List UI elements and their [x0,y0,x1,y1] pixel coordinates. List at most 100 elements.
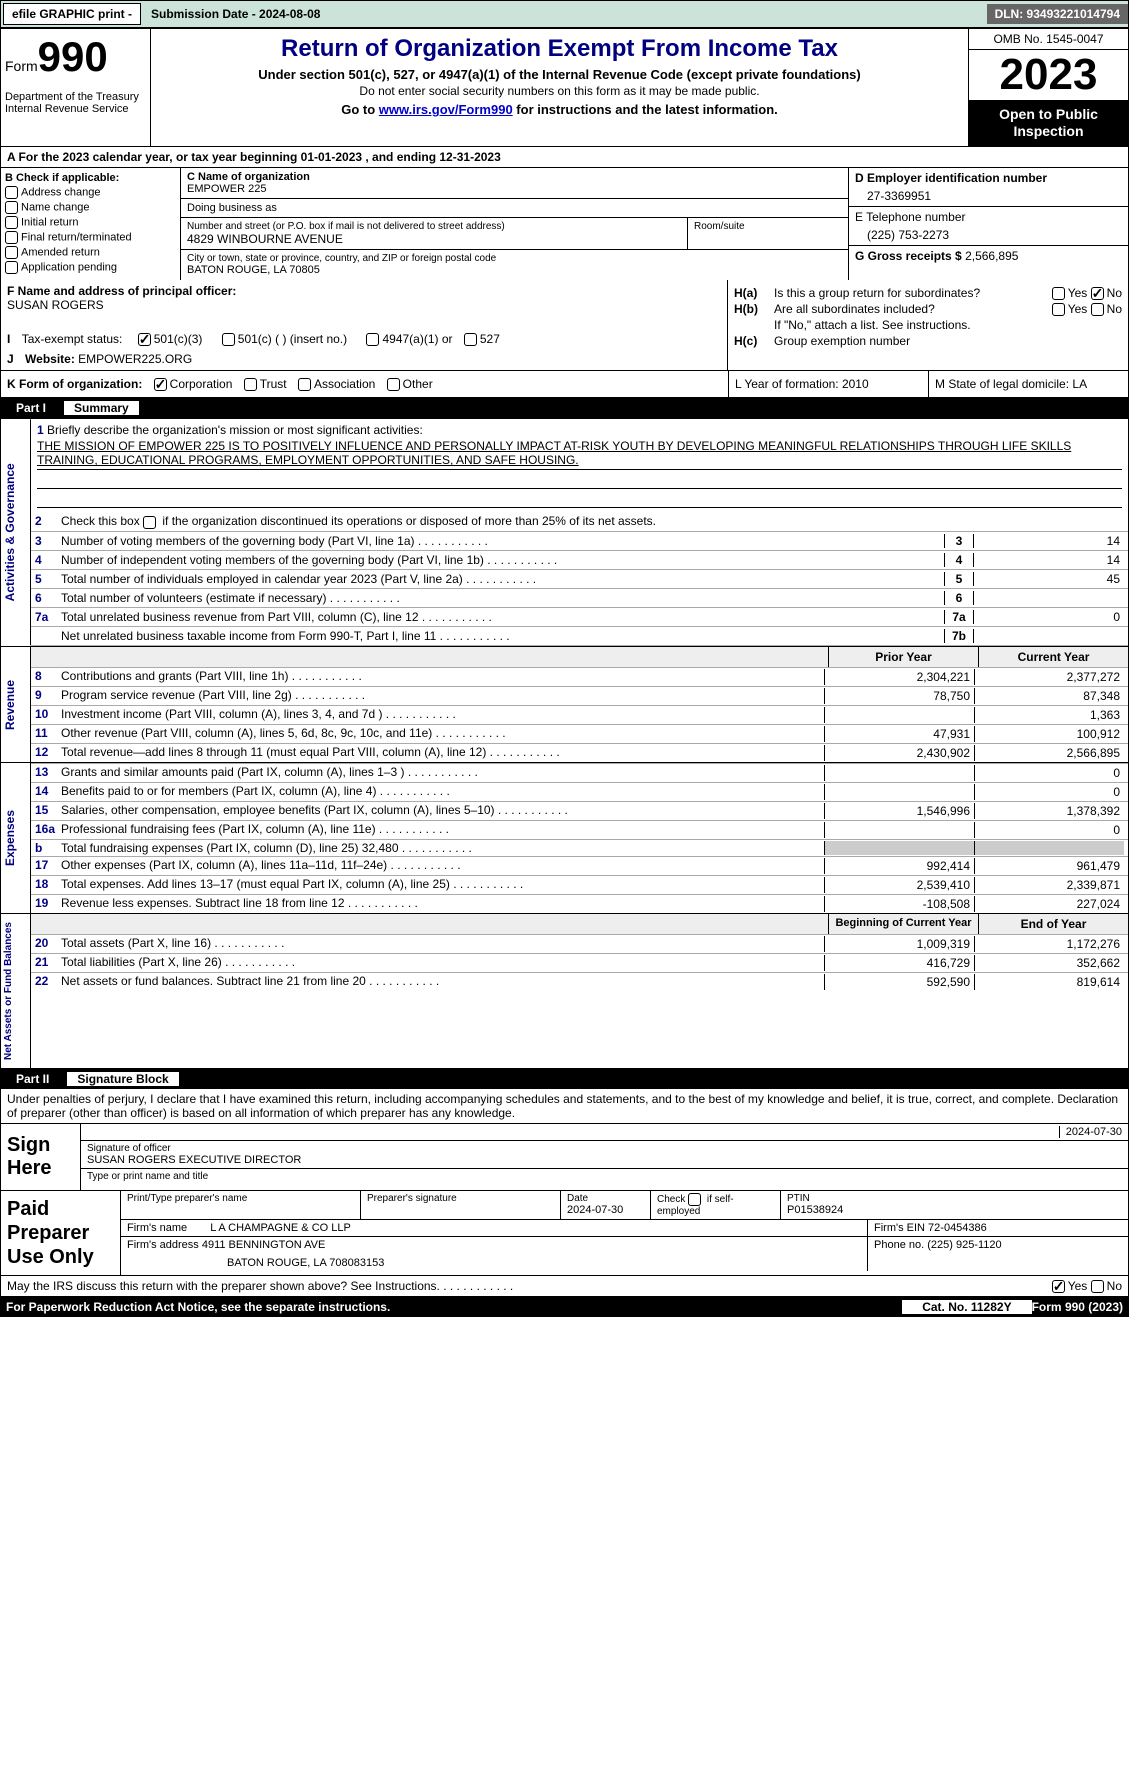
chk-assoc[interactable] [298,378,311,391]
org-name: EMPOWER 225 [187,183,842,195]
netassets-section: Net Assets or Fund Balances Beginning of… [0,914,1129,1069]
ha-yes-lbl: Yes [1068,286,1088,300]
data-row: 17Other expenses (Part IX, column (A), l… [31,856,1128,875]
room-box: Room/suite [688,218,848,249]
perjury-text: Under penalties of perjury, I declare th… [0,1089,1129,1123]
form-subtitle: Under section 501(c), 527, or 4947(a)(1)… [157,67,962,82]
section-k: K Form of organization: Corporation Trus… [0,371,1129,398]
netassets-header-row: Beginning of Current Year End of Year [31,914,1128,934]
ha-yes[interactable] [1052,287,1065,300]
sig-officer-line: Signature of officerSUSAN ROGERS EXECUTI… [81,1141,1128,1169]
dept-treasury: Department of the Treasury Internal Reve… [5,91,146,115]
hb-no-lbl: No [1107,302,1122,316]
city-label: City or town, state or province, country… [187,253,842,264]
section-bcd: B Check if applicable: Address change Na… [0,168,1129,280]
chk-final-label: Final return/terminated [21,231,132,243]
chk-corp[interactable] [154,378,167,391]
ein-label: D Employer identification number [855,171,1122,185]
dba-box: Doing business as [181,199,848,218]
data-row: 10Investment income (Part VIII, column (… [31,705,1128,724]
cat-no: Cat. No. 11282Y [902,1300,1031,1314]
omb-number: OMB No. 1545-0047 [969,29,1128,50]
ha-no[interactable] [1091,287,1104,300]
chk-pending-label: Application pending [21,261,117,273]
chk-pending[interactable]: Application pending [5,261,176,274]
hb-yes-lbl: Yes [1068,302,1088,316]
gross-value: 2,566,895 [965,249,1018,263]
summary-row: 3Number of voting members of the governi… [31,532,1128,551]
city-box: City or town, state or province, country… [181,250,848,279]
chk-4947[interactable] [366,333,379,346]
firm-phone: (225) 925-1120 [927,1239,1001,1251]
chk-other[interactable] [387,378,400,391]
hb-no[interactable] [1091,303,1104,316]
box-f: F Name and address of principal officer:… [1,280,728,370]
footer: For Paperwork Reduction Act Notice, see … [0,1297,1129,1317]
paid-row2: Firm's name L A CHAMPAGNE & CO LLP Firm'… [121,1220,1128,1237]
street-label: Number and street (or P.O. box if mail i… [187,221,681,232]
chk-name[interactable]: Name change [5,201,176,214]
discuss-no[interactable] [1091,1280,1104,1293]
goto-post: for instructions and the latest informat… [513,102,778,117]
tab-activities-governance: Activities & Governance [1,419,31,645]
netassets-body: Beginning of Current Year End of Year 20… [31,914,1128,1068]
chk-trust[interactable] [244,378,257,391]
ha-label: H(a) [734,286,774,300]
pra-notice: For Paperwork Reduction Act Notice, see … [6,1300,902,1314]
tel-box: E Telephone number (225) 753-2273 [849,207,1128,246]
paid-preparer-label: Paid Preparer Use Only [1,1191,121,1275]
open-to-public: Open to Public Inspection [969,100,1128,146]
header-right: OMB No. 1545-0047 2023 Open to Public In… [968,29,1128,146]
header-left: Form990 Department of the Treasury Inter… [1,29,151,146]
sig-date: 2024-07-30 [1059,1126,1122,1138]
ein-box: D Employer identification number 27-3369… [849,168,1128,207]
data-row: 18Total expenses. Add lines 13–17 (must … [31,875,1128,894]
sign-here-label: Sign Here [1,1124,81,1190]
dba-label: Doing business as [187,202,842,214]
q1-num: 1 [37,423,44,437]
form-header: Form990 Department of the Treasury Inter… [0,28,1129,147]
data-row: 19Revenue less expenses. Subtract line 1… [31,894,1128,913]
website-value: EMPOWER225.ORG [78,352,192,366]
q2-chk[interactable] [143,516,156,529]
chk-selfemployed[interactable] [688,1193,701,1206]
tab-expenses: Expenses [1,763,31,913]
officer-name-title: SUSAN ROGERS EXECUTIVE DIRECTOR [87,1154,1122,1166]
summary-row: 6Total number of volunteers (estimate if… [31,589,1128,608]
mission-text: THE MISSION OF EMPOWER 225 IS TO POSITIV… [37,437,1122,470]
chk-501c[interactable] [222,333,235,346]
chk-501c3[interactable] [138,333,151,346]
ein-value: 27-3369951 [855,185,1122,203]
org-name-box: C Name of organization EMPOWER 225 [181,168,848,199]
ssn-note: Do not enter social security numbers on … [157,84,962,98]
gross-label: G Gross receipts $ [855,249,965,263]
tab-revenue: Revenue [1,647,31,762]
part2-title: Signature Block [67,1072,178,1086]
hb-yes[interactable] [1052,303,1065,316]
chk-final[interactable]: Final return/terminated [5,231,176,244]
efile-print-button[interactable]: efile GRAPHIC print - [3,3,141,25]
chk-527[interactable] [464,333,477,346]
section-fh: F Name and address of principal officer:… [0,280,1129,371]
box-m: M State of legal domicile: LA [928,371,1128,397]
discuss-yes[interactable] [1052,1280,1065,1293]
data-row: 9Program service revenue (Part VIII, lin… [31,686,1128,705]
expenses-section: Expenses 13Grants and similar amounts pa… [0,763,1129,914]
prep-date: 2024-07-30 [567,1204,644,1216]
chk-amended[interactable]: Amended return [5,246,176,259]
summary-row: 7aTotal unrelated business revenue from … [31,608,1128,627]
irs-link[interactable]: www.irs.gov/Form990 [379,102,513,117]
discuss-text: May the IRS discuss this return with the… [7,1279,1052,1293]
org-name-label: C Name of organization [187,171,842,183]
q1-text: Briefly describe the organization's miss… [47,423,423,437]
chk-initial[interactable]: Initial return [5,216,176,229]
discuss-yes-lbl: Yes [1068,1279,1088,1293]
data-row: 13Grants and similar amounts paid (Part … [31,763,1128,782]
hc-label: H(c) [734,334,774,348]
form-number: 990 [38,33,108,80]
data-row: 22Net assets or fund balances. Subtract … [31,972,1128,991]
part2-header: Part II Signature Block [0,1069,1129,1089]
discuss-no-lbl: No [1107,1279,1122,1293]
chk-address[interactable]: Address change [5,186,176,199]
self-employed-cell: Check if self-employed [651,1191,781,1219]
